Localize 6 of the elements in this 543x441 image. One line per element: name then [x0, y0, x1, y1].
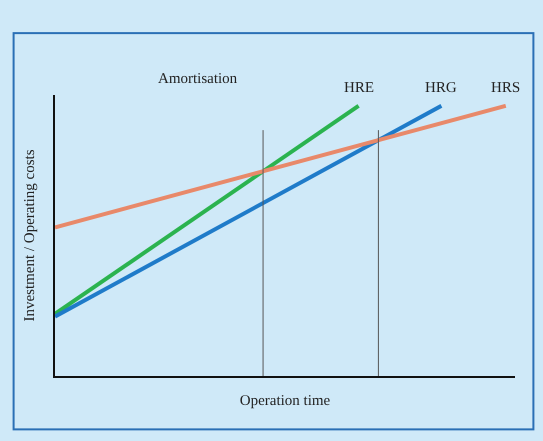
y-axis-title: Investment / Operating costs — [22, 149, 38, 322]
series-label: HRE — [344, 80, 374, 96]
x-axis-title: Operation time — [240, 392, 331, 409]
text: Amortisation — [158, 71, 238, 87]
series-label: HRS — [491, 80, 520, 96]
series-label: HRG — [425, 80, 457, 96]
